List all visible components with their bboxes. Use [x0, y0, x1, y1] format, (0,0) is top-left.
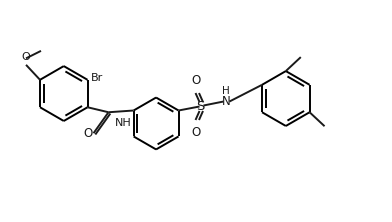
Text: S: S: [196, 100, 204, 113]
Text: Br: Br: [91, 73, 103, 83]
Text: O: O: [83, 127, 92, 140]
Text: NH: NH: [115, 118, 131, 128]
Text: H: H: [222, 86, 230, 96]
Text: N: N: [221, 95, 230, 107]
Text: O: O: [21, 52, 30, 62]
Text: O: O: [191, 73, 201, 87]
Text: O: O: [191, 127, 201, 139]
